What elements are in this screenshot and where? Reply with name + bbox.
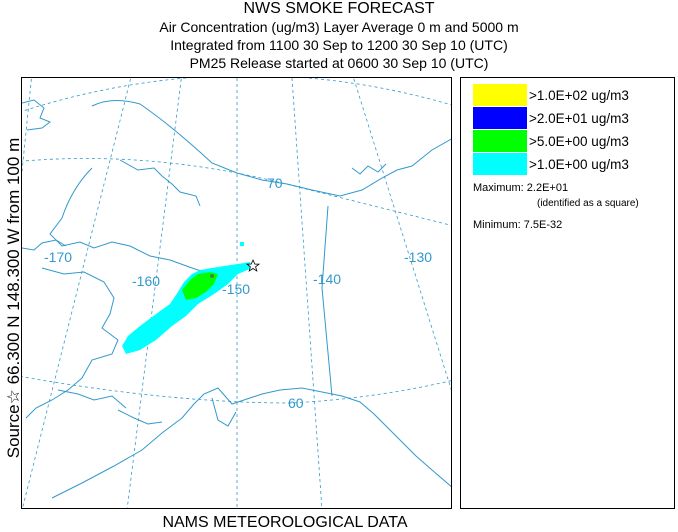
southern-coast bbox=[51, 387, 451, 499]
minimum-value: Minimum: 7.5E-32 bbox=[473, 219, 563, 231]
legend-label: >2.0E+01 ug/m3 bbox=[529, 110, 629, 126]
legend-label: >5.0E+00 ug/m3 bbox=[529, 133, 629, 149]
western-coast bbox=[25, 267, 119, 419]
legend-panel: >1.0E+02 ug/m3 >2.0E+01 ug/m3 >5.0E+00 u… bbox=[460, 77, 675, 509]
border-line bbox=[321, 205, 333, 397]
lat-label-70: 70 bbox=[267, 175, 283, 191]
lon-label-150: -150 bbox=[222, 281, 250, 297]
siberia-coast bbox=[22, 239, 67, 251]
smoke-map: -170 -160 -150 -140 -130 70 60 bbox=[22, 78, 452, 509]
seward-peninsula bbox=[49, 167, 227, 275]
legend-swatch bbox=[473, 130, 527, 152]
source-star-icon bbox=[245, 259, 261, 272]
alaska-peninsula bbox=[117, 409, 163, 425]
lon-label-140: -140 bbox=[313, 271, 341, 287]
legend-item: >1.0E+02 ug/m3 bbox=[473, 84, 629, 106]
longitude-line-140 bbox=[291, 78, 323, 508]
arctic-islands bbox=[351, 163, 387, 175]
forecast-title: NWS SMOKE FORECAST bbox=[243, 0, 435, 17]
legend-item: >2.0E+01 ug/m3 bbox=[473, 107, 629, 129]
maximum-value: Maximum: 2.2E+01 bbox=[473, 182, 569, 194]
legend-label: >1.0E+02 ug/m3 bbox=[529, 87, 629, 103]
plume-contour-1 bbox=[122, 262, 252, 354]
longitude-line-180 bbox=[22, 78, 32, 176]
latitude-line-50 bbox=[22, 508, 452, 509]
lat-label-60: 60 bbox=[288, 395, 304, 411]
chukotka-coast bbox=[22, 99, 52, 131]
graticule bbox=[22, 78, 452, 509]
lon-label-170: -170 bbox=[44, 249, 72, 265]
legend-label: >1.0E+00 ug/m3 bbox=[529, 156, 629, 172]
legend-swatch bbox=[473, 153, 527, 175]
data-source-footer: NAMS METEOROLOGICAL DATA bbox=[162, 514, 408, 531]
coastline bbox=[22, 99, 451, 499]
longitude-line-130 bbox=[353, 78, 451, 391]
integration-period: Integrated from 1100 30 Sep to 1200 30 S… bbox=[170, 37, 508, 53]
maximum-note: (identified as a square) bbox=[537, 198, 639, 209]
smoke-plume bbox=[122, 242, 252, 354]
legend-item: >5.0E+00 ug/m3 bbox=[473, 130, 629, 152]
latitude-line-60 bbox=[22, 376, 451, 404]
map-panel: -170 -160 -150 -140 -130 70 60 bbox=[21, 77, 452, 509]
longitude-line-160 bbox=[126, 78, 182, 508]
plume-fragment bbox=[240, 242, 244, 246]
maximum-square-marker bbox=[210, 274, 214, 278]
layer-description: Air Concentration (ug/m3) Layer Average … bbox=[159, 19, 519, 35]
kenai-peninsula bbox=[211, 397, 237, 427]
lon-label-130: -130 bbox=[404, 249, 432, 265]
kotzebue-coast bbox=[119, 159, 201, 207]
lon-label-160: -160 bbox=[132, 273, 160, 289]
plume-contour-5 bbox=[182, 272, 218, 300]
arctic-coast bbox=[91, 100, 451, 197]
release-info: PM25 Release started at 0600 30 Sep 10 (… bbox=[189, 55, 489, 71]
legend-swatch bbox=[473, 107, 527, 129]
legend-swatch bbox=[473, 84, 527, 106]
latitude-line-70 bbox=[22, 158, 451, 226]
bristol-bay bbox=[57, 389, 127, 409]
longitude-line-170 bbox=[22, 78, 132, 508]
legend-item: >1.0E+00 ug/m3 bbox=[473, 153, 629, 175]
latitude-line-80 bbox=[22, 78, 451, 112]
